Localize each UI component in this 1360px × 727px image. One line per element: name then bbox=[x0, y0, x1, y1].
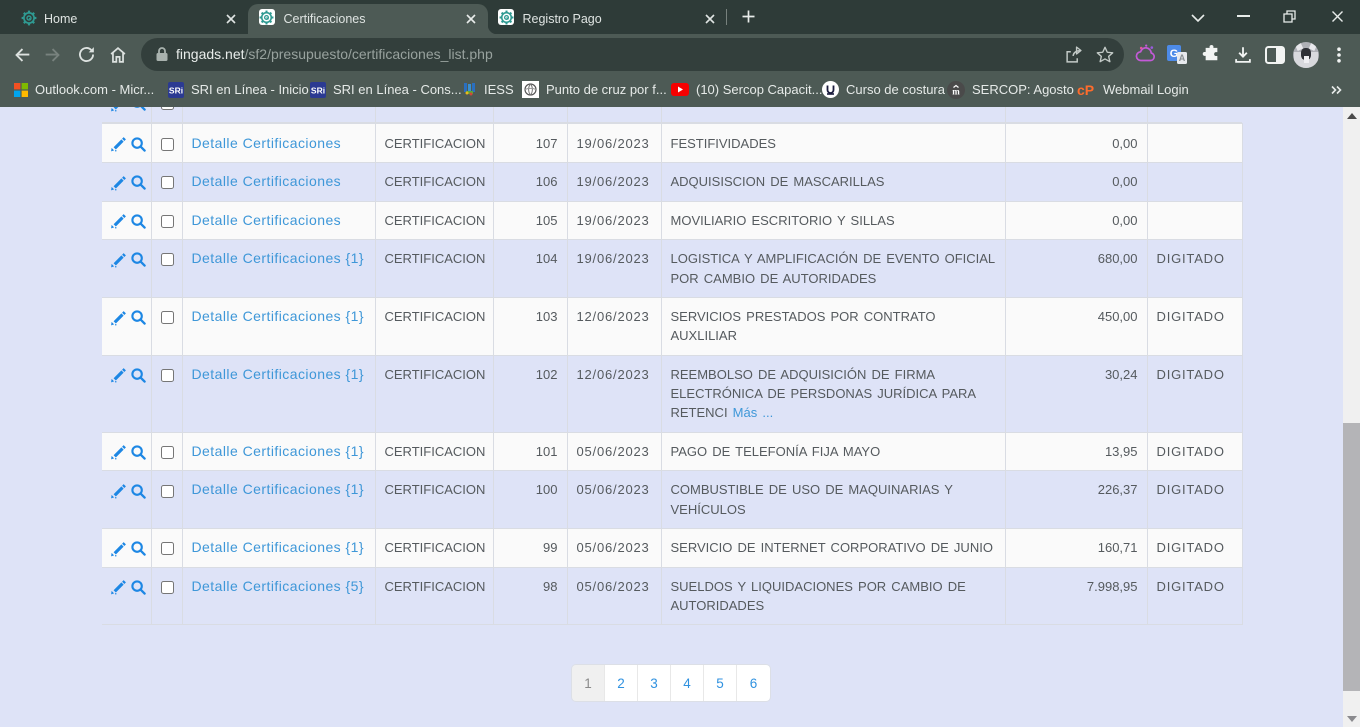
svg-text:m: m bbox=[952, 86, 960, 96]
svg-text:G: G bbox=[1170, 48, 1179, 60]
svg-text:SRi: SRi bbox=[311, 85, 325, 95]
svg-text:cP: cP bbox=[1077, 83, 1094, 97]
svg-text:A: A bbox=[1179, 53, 1186, 63]
svg-text:SRi: SRi bbox=[169, 85, 183, 95]
